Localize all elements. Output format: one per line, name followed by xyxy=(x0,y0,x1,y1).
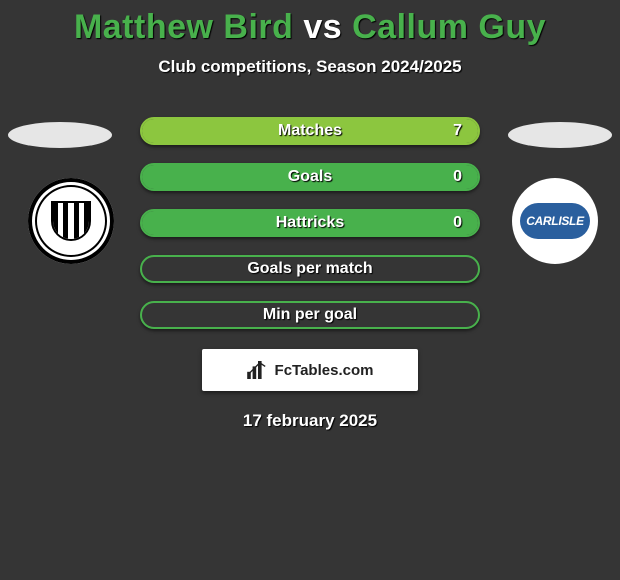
attribution-badge: FcTables.com xyxy=(202,349,418,391)
stat-row: Matches 7 xyxy=(140,117,480,145)
player2-name: Callum Guy xyxy=(352,8,546,46)
player1-name: Matthew Bird xyxy=(74,8,293,46)
stat-row-label: Min per goal xyxy=(263,306,357,324)
stat-row: Min per goal xyxy=(140,301,480,329)
stat-row-value: 0 xyxy=(453,168,462,186)
stat-row: Hattricks 0 xyxy=(140,209,480,237)
stat-row-label: Goals per match xyxy=(247,260,372,278)
stat-row-label: Goals xyxy=(288,168,332,186)
stat-row: Goals 0 xyxy=(140,163,480,191)
stat-row-label: Hattricks xyxy=(276,214,344,232)
bars-icon xyxy=(247,361,269,379)
stats-section: Matches 7 Goals 0 Hattricks 0 Goals per match M… xyxy=(0,117,620,431)
stat-row-value: 0 xyxy=(453,214,462,232)
subtitle: Club competitions, Season 2024/2025 xyxy=(0,57,620,77)
comparison-card: Matthew Bird vs Callum Guy Club competit… xyxy=(0,0,620,580)
stat-row-label: Matches xyxy=(278,122,342,140)
page-title: Matthew Bird vs Callum Guy xyxy=(0,0,620,47)
attribution-text: FcTables.com xyxy=(275,362,374,379)
stat-row: Goals per match xyxy=(140,255,480,283)
vs-text: vs xyxy=(303,8,342,46)
date-text: 17 february 2025 xyxy=(0,411,620,431)
stat-rows: Matches 7 Goals 0 Hattricks 0 Goals per match M… xyxy=(140,117,480,329)
stat-row-value: 7 xyxy=(453,122,462,140)
